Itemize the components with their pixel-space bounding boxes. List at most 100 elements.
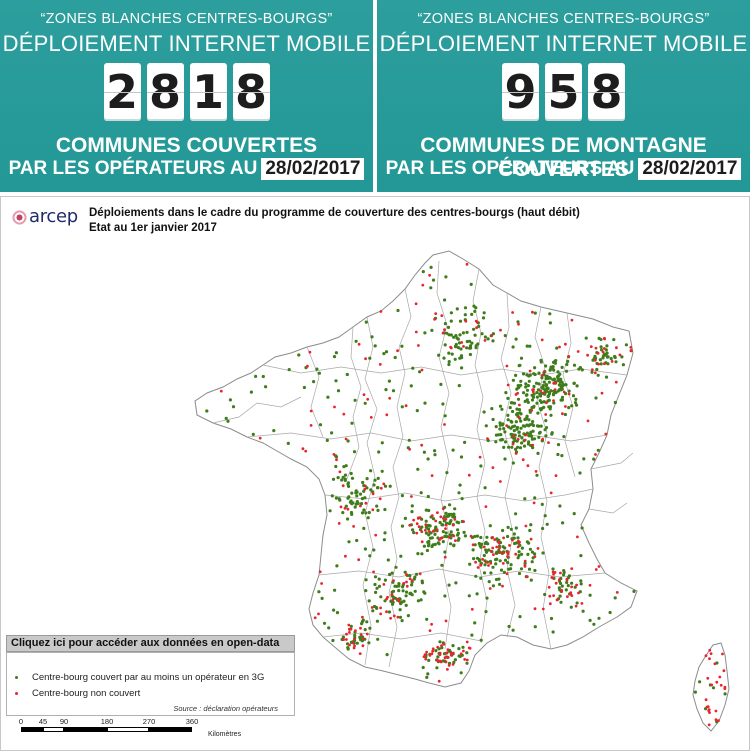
uncovered-point: [597, 362, 600, 366]
covered-point: [516, 445, 520, 449]
covered-point: [532, 437, 537, 441]
covered-point: [482, 410, 486, 414]
covered-point: [465, 661, 469, 665]
france-map[interactable]: [1, 197, 749, 750]
uncovered-point: [505, 424, 509, 428]
uncovered-point: [443, 656, 447, 660]
covered-point: [501, 528, 505, 533]
covered-point: [354, 489, 358, 493]
mainland-france: [194, 250, 638, 688]
covered-point: [422, 450, 426, 454]
uncovered-point: [715, 680, 719, 684]
covered-point: [537, 382, 541, 386]
uncovered-point: [505, 364, 509, 368]
covered-point: [453, 344, 458, 348]
covered-point: [431, 517, 436, 521]
covered-point: [453, 507, 457, 511]
uncovered-point: [479, 563, 483, 567]
legend-uncovered-label: Centre-bourg non couvert: [32, 688, 141, 699]
covered-point: [502, 570, 506, 574]
covered-point: [334, 464, 338, 469]
covered-point: [558, 380, 563, 384]
banner-headline: DÉPLOIEMENT INTERNET MOBILE: [379, 31, 748, 56]
covered-point: [491, 584, 495, 588]
uncovered-point: [723, 687, 727, 690]
uncovered-point: [420, 368, 424, 372]
covered-point: [558, 372, 562, 376]
covered-point: [418, 370, 422, 374]
covered-point: [445, 535, 449, 539]
covered-point: [604, 375, 609, 379]
covered-point: [560, 454, 564, 458]
covered-point: [558, 504, 562, 508]
uncovered-point: [446, 648, 450, 652]
covered-point: [484, 610, 488, 614]
covered-point: [366, 516, 370, 520]
uncovered-point: [533, 607, 537, 611]
covered-point: [500, 423, 505, 427]
banner-line2: PAR LES OPÉRATEURS AU 28/02/2017: [0, 158, 373, 180]
scale-tick-label: 270: [142, 717, 156, 726]
covered-point: [512, 536, 516, 540]
covered-point: [452, 335, 456, 339]
uncovered-point: [352, 525, 355, 528]
covered-point: [354, 339, 358, 343]
uncovered-point: [442, 642, 446, 646]
covered-point: [518, 615, 522, 619]
covered-point: [564, 383, 568, 387]
uncovered-point: [348, 631, 351, 634]
uncovered-point: [552, 594, 555, 597]
covered-point: [346, 647, 350, 651]
covered-point: [503, 558, 508, 562]
covered-point: [515, 425, 520, 430]
covered-point: [519, 567, 524, 571]
open-data-link-button[interactable]: Cliquez ici pour accéder aux données en …: [6, 635, 295, 652]
covered-point: [205, 409, 209, 413]
covered-point: [580, 368, 584, 372]
uncovered-point: [412, 518, 416, 522]
covered-point: [416, 467, 420, 471]
uncovered-point: [531, 310, 534, 314]
covered-point: [537, 371, 541, 375]
covered-point: [363, 496, 367, 500]
covered-point: [332, 355, 337, 359]
covered-point: [548, 312, 552, 316]
uncovered-point: [362, 637, 365, 641]
covered-point: [527, 424, 531, 428]
uncovered-points: [219, 262, 727, 727]
uncovered-point: [453, 518, 457, 521]
covered-point: [411, 528, 415, 532]
uncovered-point: [335, 458, 338, 462]
covered-point: [447, 351, 451, 355]
covered-point: [490, 407, 494, 411]
uncovered-point: [501, 584, 504, 588]
covered-point: [397, 584, 401, 588]
uncovered-point: [588, 583, 592, 587]
uncovered-point: [414, 302, 418, 306]
covered-point: [347, 484, 351, 488]
covered-point: [365, 620, 369, 624]
covered-point: [479, 638, 483, 642]
covered-point: [546, 394, 550, 399]
uncovered-point: [459, 652, 463, 656]
covered-point: [556, 389, 560, 393]
uncovered-point: [491, 546, 495, 550]
covered-point: [443, 343, 447, 347]
uncovered-point: [347, 623, 351, 627]
covered-point: [723, 692, 727, 696]
uncovered-point: [417, 516, 420, 520]
covered-point: [479, 464, 483, 468]
covered-point: [541, 526, 545, 531]
covered-point: [376, 637, 380, 641]
covered-point: [572, 381, 576, 385]
covered-point: [479, 535, 483, 540]
scale-tick-label: 90: [59, 717, 69, 726]
covered-point: [426, 672, 430, 676]
covered-point: [377, 577, 381, 581]
uncovered-dot-icon: [15, 692, 18, 695]
covered-point: [555, 346, 559, 350]
uncovered-point: [446, 668, 449, 671]
uncovered-point: [452, 534, 456, 538]
uncovered-point: [353, 637, 356, 641]
covered-point: [443, 414, 447, 418]
